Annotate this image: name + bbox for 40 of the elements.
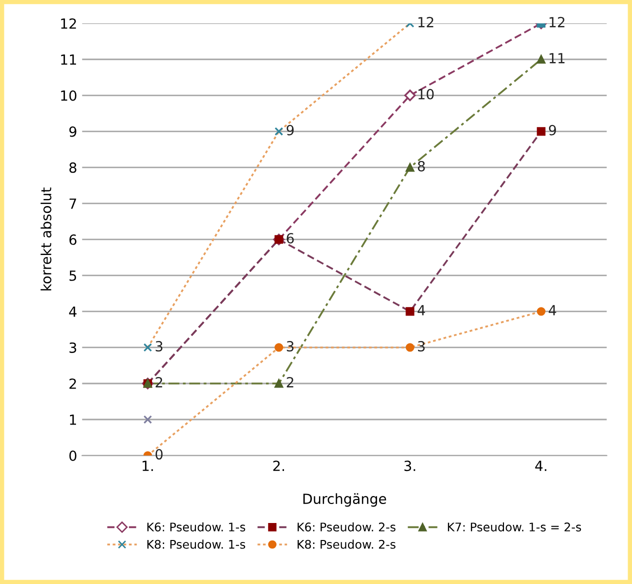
data-label: 4	[418, 305, 426, 316]
y-tick-label: 2	[69, 378, 76, 389]
legend-label: K8: Pseudow. 1-s	[147, 540, 246, 549]
data-label: 6	[286, 232, 294, 244]
data-label: 3	[286, 341, 294, 352]
y-tick-label: 7	[70, 198, 76, 209]
y-axis-title: korrekt absolut	[40, 188, 52, 290]
y-tick-label: 3	[70, 342, 76, 353]
y-tick-label: 6	[69, 234, 76, 245]
data-label: 2	[156, 377, 162, 388]
data-label: 9	[286, 124, 294, 136]
y-tick-label: 10	[61, 90, 76, 101]
legend-label: K7: Pseudow. 1-s = 2-s	[448, 522, 582, 532]
data-label: 12	[550, 16, 564, 28]
data-label: 3	[156, 341, 162, 352]
y-tick-label: 12	[61, 18, 76, 29]
data-label: 3	[418, 341, 425, 352]
data-label: 11	[550, 53, 564, 64]
data-label: 10	[418, 88, 434, 100]
y-tick-label: 11	[61, 54, 76, 65]
x-axis-title: Durchgänge	[303, 493, 386, 507]
y-tick-label: 0	[69, 450, 76, 461]
y-tick-label: 5	[70, 270, 76, 281]
data-label: 4	[548, 305, 556, 316]
y-tick-label: 8	[69, 162, 76, 173]
y-tick-label: 1	[70, 414, 76, 425]
y-tick-label: 9	[69, 126, 76, 137]
data-label: 8	[418, 160, 425, 172]
legend-label: K6: Pseudow. 2-s	[298, 522, 396, 532]
x-tick-label: 2.	[273, 460, 284, 471]
data-label: 2	[286, 377, 294, 388]
legend-label: K8: Pseudow. 2-s	[298, 540, 396, 549]
y-tick-label: 4	[69, 306, 77, 317]
x-tick-label: 1.	[142, 460, 153, 471]
data-label: 12	[418, 16, 434, 28]
data-label: 9	[548, 124, 556, 136]
x-tick-label: 4.	[535, 460, 546, 471]
x-tick-label: 3.	[404, 460, 416, 472]
legend-label: K6: Pseudow. 1-s	[147, 522, 246, 532]
data-label: 0	[156, 449, 163, 460]
